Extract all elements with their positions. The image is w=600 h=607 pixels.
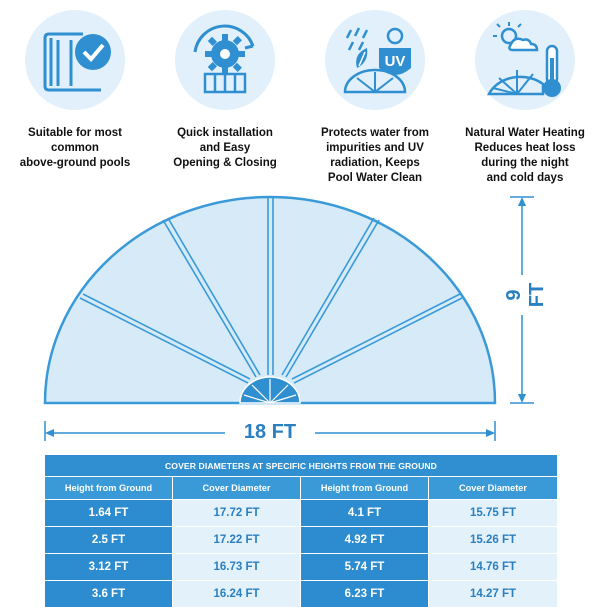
- feature-caption: Suitable for most common above-ground po…: [19, 127, 131, 169]
- feature-caption: Natural Water Heating Reduces heat loss …: [465, 127, 585, 184]
- uv-protect-icon: UV: [323, 8, 427, 112]
- feature-uv-protection: UV Protects water from impurities and UV…: [300, 8, 450, 186]
- cover-dimension-diagram: 18 FT 9 FT: [0, 185, 600, 450]
- feature-caption: Protects water from impurities and UV ra…: [320, 127, 429, 184]
- feature-pool-compatibility: Suitable for most common above-ground po…: [0, 8, 150, 171]
- table-cell: 6.23 FT: [301, 580, 429, 607]
- cover-diameter-table: COVER DIAMETERS AT SPECIFIC HEIGHTS FROM…: [45, 454, 557, 607]
- table-cell: 15.75 FT: [429, 499, 557, 526]
- column-header: Height from Ground: [45, 476, 173, 499]
- table-cell: 14.27 FT: [429, 580, 557, 607]
- table-row: 3.6 FT 16.24 FT 6.23 FT 14.27 FT: [45, 580, 557, 607]
- table-cell: 4.92 FT: [301, 526, 429, 553]
- feature-water-heating: Natural Water Heating Reduces heat loss …: [450, 8, 600, 186]
- table-cell: 3.12 FT: [45, 553, 173, 580]
- width-dimension-label: 18 FT: [225, 421, 315, 444]
- height-dimension-label: 9 FT: [503, 275, 549, 315]
- table-cell: 1.64 FT: [45, 499, 173, 526]
- column-header: Cover Diameter: [429, 476, 557, 499]
- column-header: Cover Diameter: [173, 476, 301, 499]
- table-title: COVER DIAMETERS AT SPECIFIC HEIGHTS FROM…: [45, 454, 557, 476]
- semicircle-cover: [43, 195, 534, 441]
- table-row: 2.5 FT 17.22 FT 4.92 FT 15.26 FT: [45, 526, 557, 553]
- table-row: 1.64 FT 17.72 FT 4.1 FT 15.75 FT: [45, 499, 557, 526]
- table-cell: 2.5 FT: [45, 526, 173, 553]
- pool-check-icon: [23, 8, 127, 112]
- table-cell: 17.72 FT: [173, 499, 301, 526]
- table-cell: 17.22 FT: [173, 526, 301, 553]
- table-cell: 3.6 FT: [45, 580, 173, 607]
- table-cell: 16.24 FT: [173, 580, 301, 607]
- table-row: 3.12 FT 16.73 FT 5.74 FT 14.76 FT: [45, 553, 557, 580]
- table-cell: 16.73 FT: [173, 553, 301, 580]
- feature-caption: Quick installation and Easy Opening & Cl…: [173, 127, 277, 169]
- table-cell: 14.76 FT: [429, 553, 557, 580]
- feature-installation: Quick installation and Easy Opening & Cl…: [150, 8, 300, 171]
- thermometer-sun-icon: [473, 8, 577, 112]
- table-cell: 15.26 FT: [429, 526, 557, 553]
- table-cell: 4.1 FT: [301, 499, 429, 526]
- svg-text:UV: UV: [385, 53, 406, 70]
- table-header-row: Height from Ground Cover Diameter Height…: [45, 476, 557, 499]
- column-header: Height from Ground: [301, 476, 429, 499]
- features-row: Suitable for most common above-ground po…: [0, 0, 600, 190]
- gear-install-icon: [173, 8, 277, 112]
- table-cell: 5.74 FT: [301, 553, 429, 580]
